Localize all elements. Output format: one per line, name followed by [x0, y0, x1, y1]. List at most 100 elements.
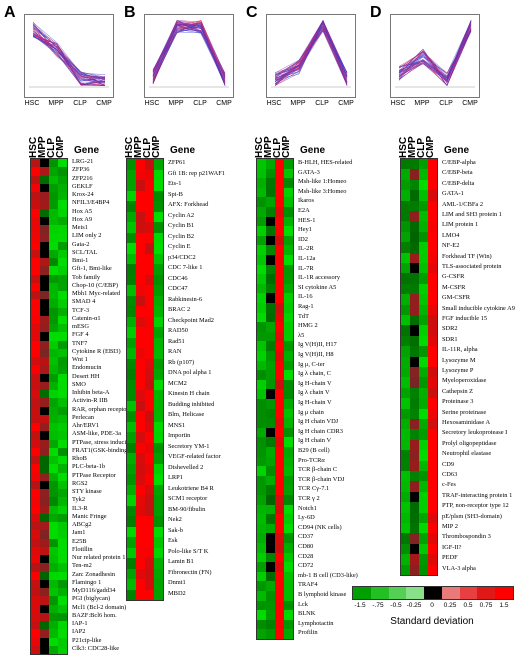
gene-label: LRP1 [168, 474, 183, 481]
heatmap-cell [275, 475, 284, 486]
heatmap-cell [154, 442, 163, 454]
heatmap-cell [145, 505, 154, 517]
heatmap-cell [266, 274, 275, 285]
scale-tick: 0.5 [463, 602, 473, 609]
heatmap-cell [419, 460, 428, 472]
gene-label: Chop-10 (C/EBP) [72, 281, 118, 289]
profile-line [398, 30, 472, 86]
heatmap-cell [31, 538, 40, 548]
heatmap-cell [257, 331, 266, 342]
heatmap-cell [58, 324, 67, 333]
heatmap-cell [410, 283, 419, 295]
heatmap-cell [49, 208, 58, 218]
heatmap-cell [31, 159, 40, 168]
heatmap-cell [401, 356, 410, 368]
heatmap-cell [284, 418, 293, 429]
heatmap-cell [127, 379, 136, 391]
gene-label: Cyclin B2 [168, 232, 195, 240]
heatmap-cell [136, 169, 145, 181]
heatmap-cell [275, 456, 284, 467]
heatmap-cell [58, 431, 67, 440]
heatmap-cell [266, 283, 275, 294]
gene-label: PLC-beta-1b [72, 463, 106, 471]
heatmap-cell [49, 291, 58, 300]
heatmap-cell [40, 505, 49, 515]
heatmap-cell [49, 307, 58, 317]
gene-label: Fibronectin (FN) [168, 568, 212, 576]
heatmap-cell [49, 555, 58, 564]
heatmap-cell [284, 571, 293, 582]
heatmap-cell [275, 523, 284, 534]
heatmap-cell [419, 159, 428, 170]
gene-column-header: Gene [444, 145, 470, 156]
heatmap-cell [31, 645, 40, 655]
heatmap-cell [40, 423, 49, 432]
heatmap-cell [136, 568, 145, 580]
gene-label: Hexosaminidase A [442, 419, 491, 426]
heatmap-cell [136, 348, 145, 359]
heatmap-cell [49, 588, 58, 597]
heatmap-cell [154, 327, 163, 338]
heatmap-cell [401, 450, 410, 461]
gene-label: PEDF [442, 554, 458, 562]
heatmap-cell [275, 514, 284, 525]
heatmap-cell [145, 222, 154, 233]
heatmap-cell [257, 274, 266, 285]
heatmap-cell [136, 526, 145, 538]
color-scale-swatch [353, 587, 371, 599]
gene-label: Nur related protein 1 [72, 554, 126, 561]
heatmap-cell [145, 201, 154, 212]
heatmap-cell [31, 431, 40, 440]
heatmap-cell [257, 399, 266, 409]
heatmap-cell [58, 497, 67, 506]
gene-label: DNA pol alpha 1 [168, 369, 212, 376]
heatmap-cell [257, 207, 266, 217]
heatmap-cell [58, 348, 67, 358]
heatmap-cell [401, 523, 410, 534]
heatmap-cell [31, 381, 40, 391]
heatmap-cell [145, 243, 154, 254]
heatmap-cell [145, 526, 154, 538]
heatmap-cell [58, 200, 67, 209]
heatmap-cell [127, 159, 136, 170]
stage-label: HSC [266, 100, 282, 107]
heatmap-cell [428, 179, 437, 191]
gene-label: GM-CSFR [442, 294, 471, 302]
heatmap-cell [419, 190, 428, 201]
heatmap-cell [284, 533, 293, 544]
gene-label: ASM-like, PDE-3a [72, 430, 121, 438]
heatmap-cell [31, 373, 40, 383]
profile-line [398, 29, 472, 84]
gene-label: IGF-II? [442, 543, 462, 551]
heatmap-cell [40, 480, 49, 490]
heatmap-cell [401, 159, 410, 170]
heatmap-cell [266, 187, 275, 198]
heatmap-cell [275, 581, 284, 592]
heatmap-cell [428, 471, 437, 482]
heatmap-cell [49, 538, 58, 548]
heatmap-cell [284, 581, 293, 592]
gene-label: Budding inhibited [168, 400, 215, 408]
color-scale-swatch [406, 587, 425, 599]
gene-label: Ahr/ERV1 [72, 422, 100, 429]
gene-label: PTPase, stress inducible [72, 438, 134, 446]
heatmap-cell [419, 283, 428, 295]
gene-label: mESG [72, 323, 90, 330]
heatmap-cell [31, 546, 40, 556]
gene-label: Mbh1 Myc-related [72, 290, 121, 297]
heatmap-cell [40, 472, 49, 482]
heatmap-cell [136, 453, 145, 464]
profile-stage-labels-a: HSC MPP CLP CMP [24, 100, 112, 110]
heatmap-cell [154, 495, 163, 506]
heatmap-cell [257, 495, 266, 505]
gene-label: Catenin-α1 [72, 314, 101, 322]
profile-line [32, 30, 106, 79]
heatmap-cell [284, 197, 293, 208]
heatmap-cell [145, 285, 154, 296]
heatmap-cell [49, 489, 58, 498]
profile-line [152, 21, 226, 83]
heatmap-cell [154, 400, 163, 412]
heatmap-cell [419, 564, 428, 576]
heatmap-cell [410, 304, 419, 316]
heatmap-cell [40, 456, 49, 465]
